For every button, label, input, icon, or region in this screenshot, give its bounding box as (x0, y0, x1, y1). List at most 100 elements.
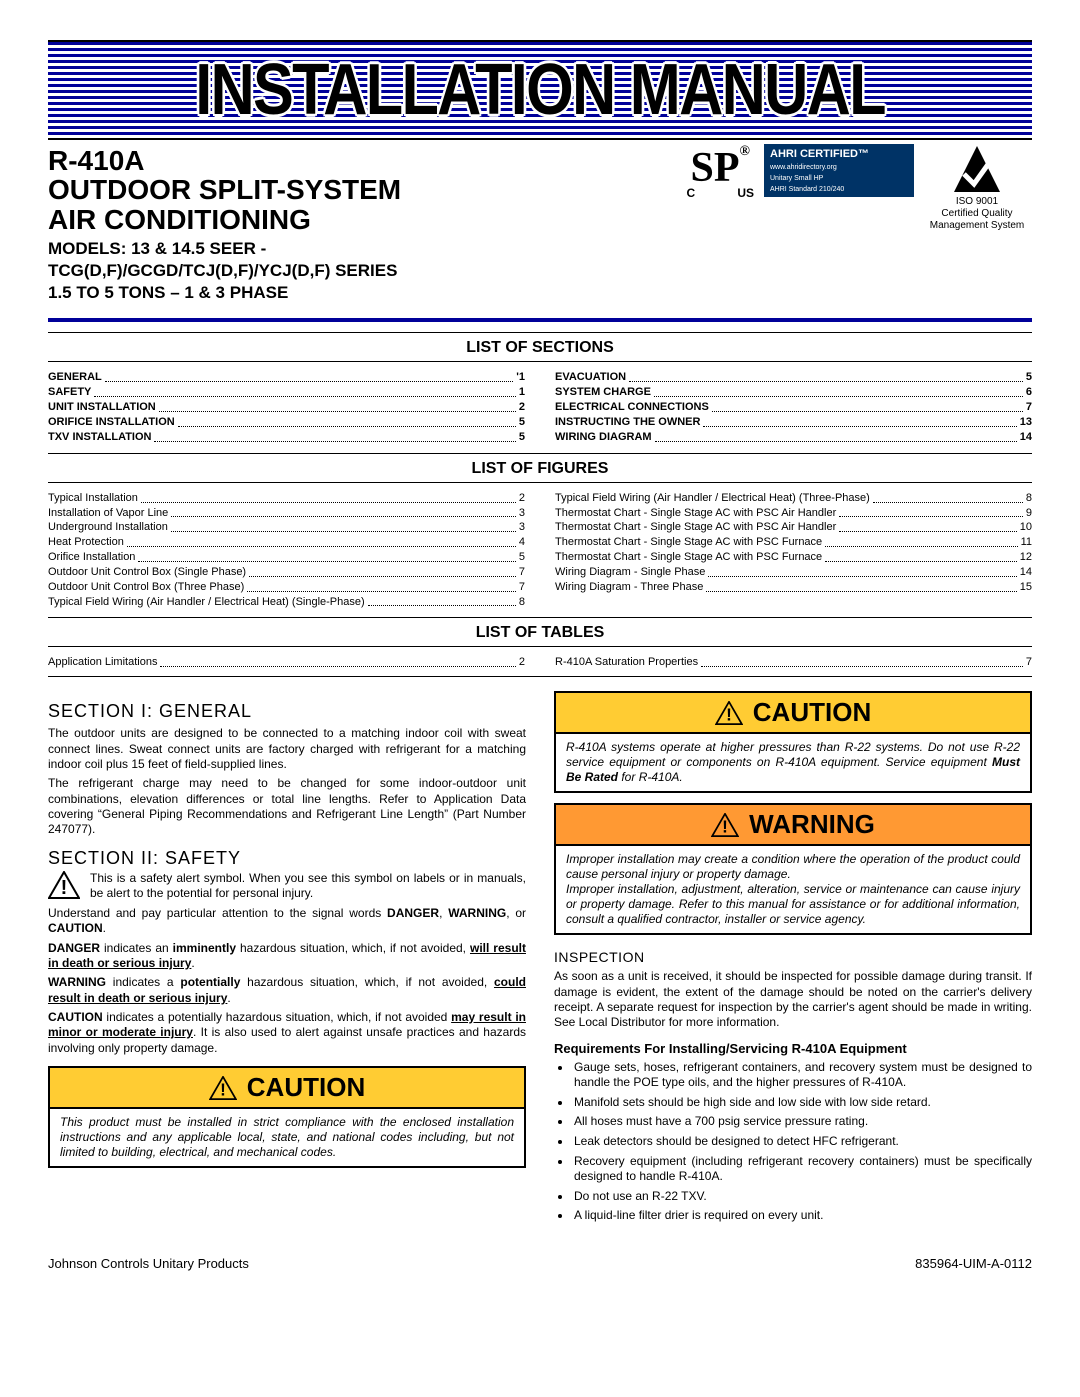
toc-page: 2 (519, 655, 525, 670)
toc-line: Outdoor Unit Control Box (Three Phase)7 (48, 580, 525, 595)
list-of-sections-title: LIST OF SECTIONS (48, 335, 1032, 359)
toc-label: Thermostat Chart - Single Stage AC with … (555, 520, 836, 535)
toc-page: 2 (519, 491, 525, 506)
toc-line: Thermostat Chart - Single Stage AC with … (555, 520, 1032, 535)
toc-page: 12 (1020, 550, 1032, 565)
toc-label: UNIT INSTALLATION (48, 400, 156, 415)
toc-page: 5 (519, 430, 525, 445)
toc-line: TXV INSTALLATION5 (48, 430, 525, 445)
caution1-head: CAUTION (247, 1072, 365, 1103)
toc-line: Orifice Installation5 (48, 550, 525, 565)
req-item: Do not use an R-22 TXV. (572, 1189, 1032, 1205)
toc-label: Installation of Vapor Line (48, 506, 168, 521)
toc-page: 11 (1021, 535, 1032, 550)
list-of-figures-title: LIST OF FIGURES (48, 456, 1032, 480)
svg-text:!: ! (722, 816, 728, 836)
toc-dots (701, 655, 1023, 667)
toc-page: 7 (1026, 655, 1032, 670)
inspection-title: INSPECTION (554, 949, 1032, 965)
toc-dots (141, 491, 516, 503)
req-item: Gauge sets, hoses, refrigerant container… (572, 1060, 1032, 1091)
toc-dots (160, 655, 515, 667)
toc-label: Outdoor Unit Control Box (Single Phase) (48, 565, 246, 580)
blue-rule (48, 318, 1032, 322)
toc-line: EVACUATION5 (555, 370, 1032, 385)
toc-dots (708, 565, 1016, 577)
toc-label: Application Limitations (48, 655, 157, 670)
safety-alert-icon: ! (48, 871, 80, 902)
req-item: A liquid-line filter drier is required o… (572, 1208, 1032, 1224)
toc-line: Heat Protection4 (48, 535, 525, 550)
toc-line: INSTRUCTING THE OWNER 13 (555, 415, 1032, 430)
svg-text:!: ! (220, 1079, 226, 1099)
toc-line: ELECTRICAL CONNECTIONS7 (555, 400, 1032, 415)
toc-label: R-410A Saturation Properties (555, 655, 698, 670)
ahri-sub1: Unitary Small HP (764, 175, 914, 186)
toc-line: SYSTEM CHARGE6 (555, 385, 1032, 400)
req-item: All hoses must have a 700 psig service p… (572, 1114, 1032, 1130)
iso-line2: Certified Quality (922, 208, 1032, 220)
toc-page: 14 (1020, 430, 1032, 445)
checkmark-icon (952, 144, 1002, 194)
toc-label: WIRING DIAGRAM (555, 430, 652, 445)
toc-page: 7 (1026, 400, 1032, 415)
caution2-body: R-410A systems operate at higher pressur… (556, 734, 1030, 791)
toc-label: INSTRUCTING THE OWNER (555, 415, 700, 430)
req-item: Leak detectors should be designed to det… (572, 1134, 1032, 1150)
toc-dots (712, 400, 1023, 412)
toc-label: Typical Field Wiring (Air Handler / Elec… (555, 491, 870, 506)
inspection-body: As soon as a unit is received, it should… (554, 969, 1032, 1030)
toc-label: Wiring Diagram - Single Phase (555, 565, 705, 580)
toc-dots (629, 370, 1023, 382)
toc-line: WIRING DIAGRAM 14 (555, 430, 1032, 445)
caution1-body: This product must be installed in strict… (50, 1109, 524, 1166)
iso-line3: Management System (922, 220, 1032, 232)
title-line1: R-410A (48, 145, 144, 176)
toc-line: Thermostat Chart - Single Stage AC with … (555, 550, 1032, 565)
toc-line: Thermostat Chart - Single Stage AC with … (555, 535, 1032, 550)
toc-dots (825, 550, 1017, 562)
svg-text:!: ! (726, 704, 732, 724)
tons-line: 1.5 TO 5 TONS – 1 & 3 PHASE (48, 282, 685, 304)
toc-label: Heat Protection (48, 535, 124, 550)
toc-line: Outdoor Unit Control Box (Single Phase)7 (48, 565, 525, 580)
title-line2: OUTDOOR SPLIT-SYSTEM (48, 174, 401, 205)
ahri-url: www.ahridirectory.org (764, 164, 914, 175)
toc-dots (105, 370, 513, 382)
toc-dots (654, 385, 1023, 397)
toc-label: Underground Installation (48, 520, 168, 535)
toc-line: Typical Field Wiring (Air Handler / Elec… (48, 595, 525, 610)
toc-line: UNIT INSTALLATION2 (48, 400, 525, 415)
toc-dots (368, 595, 516, 607)
toc-label: ORIFICE INSTALLATION (48, 415, 175, 430)
ahri-logo: AHRI CERTIFIED™ www.ahridirectory.org Un… (764, 144, 914, 197)
toc-dots (839, 506, 1023, 518)
title-line3: AIR CONDITIONING (48, 204, 311, 235)
toc-page: 5 (1026, 370, 1032, 385)
banner: INSTALLATION MANUAL (48, 40, 1032, 140)
toc-label: Thermostat Chart - Single Stage AC with … (555, 535, 822, 550)
toc-dots (159, 400, 516, 412)
warning-icon: ! (711, 813, 739, 837)
toc-page: 9 (1026, 506, 1032, 521)
header-row: R-410A OUTDOOR SPLIT-SYSTEM AIR CONDITIO… (48, 144, 1032, 304)
caution-box-1: ! CAUTION This product must be installed… (48, 1066, 526, 1168)
toc-dots (706, 580, 1016, 592)
general-p1: The outdoor units are designed to be con… (48, 726, 526, 772)
toc-page: 3 (519, 506, 525, 521)
toc-dots (247, 580, 516, 592)
toc-label: Typical Field Wiring (Air Handler / Elec… (48, 595, 365, 610)
ahri-top: AHRI CERTIFIED™ (764, 144, 914, 164)
toc-page: 8 (519, 595, 525, 610)
toc-page: 13 (1020, 415, 1032, 430)
toc-dots (839, 520, 1017, 532)
req-list: Gauge sets, hoses, refrigerant container… (554, 1060, 1032, 1224)
ahri-sub2: AHRI Standard 210/240 (764, 186, 914, 197)
caution-icon: ! (715, 701, 743, 725)
toc-label: Orifice Installation (48, 550, 135, 565)
logos: SP® CUS AHRI CERTIFIED™ www.ahridirector… (685, 144, 1032, 232)
models-line: MODELS: 13 & 14.5 SEER - (48, 238, 685, 260)
svg-text:!: ! (61, 877, 68, 899)
req-item: Manifold sets should be high side and lo… (572, 1095, 1032, 1111)
toc-label: Thermostat Chart - Single Stage AC with … (555, 550, 822, 565)
